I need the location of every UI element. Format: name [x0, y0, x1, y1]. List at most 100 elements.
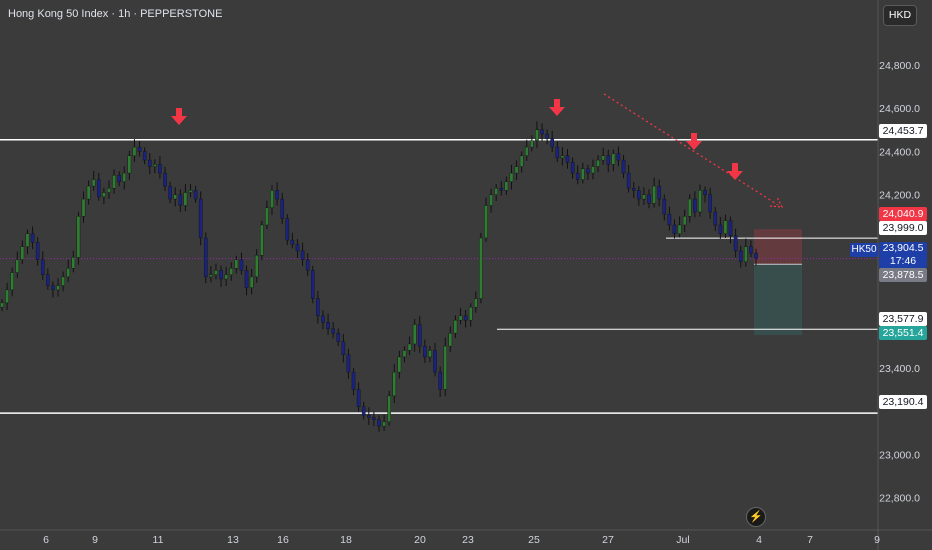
- down-arrow-icon: [727, 163, 743, 180]
- candle-body: [40, 259, 45, 275]
- candle-body: [321, 315, 325, 323]
- candle-body: [438, 371, 442, 390]
- candle-body: [713, 211, 718, 226]
- candle-body: [107, 188, 111, 193]
- candle-body: [473, 298, 478, 308]
- take-profit-zone[interactable]: [754, 264, 802, 336]
- candle-body: [214, 270, 218, 275]
- candle-body: [356, 389, 361, 407]
- plot-area[interactable]: [0, 0, 878, 530]
- x-tick-label: 4: [756, 534, 762, 546]
- currency-button[interactable]: HKD: [883, 5, 917, 26]
- candle-body: [30, 233, 35, 243]
- candle-body: [687, 198, 692, 217]
- candle-body: [346, 354, 351, 373]
- dotted-trendline[interactable]: [603, 93, 779, 206]
- candle-body: [244, 270, 249, 288]
- candle-body: [703, 190, 707, 195]
- candle-body: [693, 198, 697, 213]
- candle-body: [147, 159, 152, 167]
- candle-body: [423, 345, 427, 358]
- candle-body: [300, 250, 305, 260]
- candle-body: [637, 190, 641, 200]
- candle-body: [61, 276, 65, 286]
- y-tick-label: 22,800.0: [879, 493, 920, 505]
- candle-body: [540, 129, 544, 135]
- candle-body: [183, 192, 188, 206]
- candle-body: [367, 415, 371, 418]
- candle-body: [535, 129, 539, 141]
- lightning-icon[interactable]: ⚡: [746, 507, 766, 527]
- candle-body: [738, 250, 743, 262]
- y-tick-label: 23,400.0: [879, 363, 920, 375]
- candle-body: [275, 190, 279, 200]
- candle-body: [616, 153, 621, 161]
- candle-body: [601, 155, 605, 161]
- candle-body: [178, 194, 183, 206]
- candle-body: [254, 255, 259, 278]
- x-tick-label: 27: [602, 534, 614, 546]
- candle-body: [173, 194, 178, 200]
- level-label-23190: 23,190.4: [879, 395, 927, 409]
- x-tick-label: 16: [277, 534, 289, 546]
- y-tick-label: 24,200.0: [879, 190, 920, 202]
- x-tick-label: 11: [153, 534, 164, 546]
- y-tick-label: 24,800.0: [879, 60, 920, 72]
- candle-body: [417, 324, 422, 347]
- x-tick-label: 20: [414, 534, 426, 546]
- target-price-label: 23,551.4: [879, 326, 927, 340]
- candle-body: [203, 237, 208, 278]
- candle-body: [519, 155, 524, 167]
- candle-body: [35, 242, 40, 260]
- x-tick-label: 6: [43, 534, 49, 546]
- candle-body: [453, 319, 458, 334]
- candle-body: [672, 224, 677, 234]
- x-tick-label: 23: [462, 534, 474, 546]
- candle-body: [326, 322, 330, 330]
- candle-body: [290, 239, 295, 245]
- candle-body: [580, 168, 585, 180]
- x-tick-label: 9: [874, 534, 880, 546]
- candle-body: [224, 274, 228, 280]
- candle-body: [158, 164, 162, 174]
- candle-body: [433, 350, 437, 373]
- candle-body: [647, 194, 651, 204]
- candle-body: [754, 252, 758, 259]
- candle-body: [377, 419, 381, 427]
- chart-title: Hong Kong 50 Index · 1h · PEPPERSTONE: [8, 8, 223, 20]
- candle-body: [749, 246, 753, 254]
- candle-body: [132, 146, 137, 156]
- down-arrow-icon: [549, 99, 565, 116]
- candle-body: [530, 140, 534, 148]
- candle-body: [81, 198, 86, 217]
- candle-body: [718, 224, 723, 234]
- candle-body: [428, 350, 432, 358]
- candle-body: [458, 315, 463, 321]
- y-tick-label: 24,400.0: [879, 146, 920, 158]
- candle-body: [606, 155, 611, 165]
- candle-body: [295, 244, 300, 252]
- last-price-box: 23,904.5 17:46: [879, 242, 927, 268]
- candle-body: [657, 185, 662, 200]
- candle-body: [163, 172, 167, 187]
- candle-body: [122, 172, 127, 182]
- level-label-24453: 24,453.7: [879, 124, 927, 138]
- y-tick-label: 24,600.0: [879, 103, 920, 115]
- x-tick-label: 13: [227, 534, 239, 546]
- last-price-value: 23,904.5: [882, 242, 924, 254]
- candle-body: [387, 395, 391, 423]
- candle-body: [117, 175, 121, 182]
- candle-body: [489, 194, 493, 206]
- candle-body: [249, 276, 254, 288]
- candle-body: [565, 155, 570, 163]
- x-tick-label: Jul: [676, 534, 689, 546]
- candle-body: [372, 417, 376, 420]
- candle-body: [305, 259, 310, 271]
- candle-body: [545, 133, 549, 139]
- candle-body: [46, 274, 50, 286]
- x-tick-label: 9: [92, 534, 98, 546]
- candle-body: [198, 198, 203, 239]
- candle-body: [412, 324, 417, 345]
- level-label-23999: 23,999.0: [879, 221, 927, 235]
